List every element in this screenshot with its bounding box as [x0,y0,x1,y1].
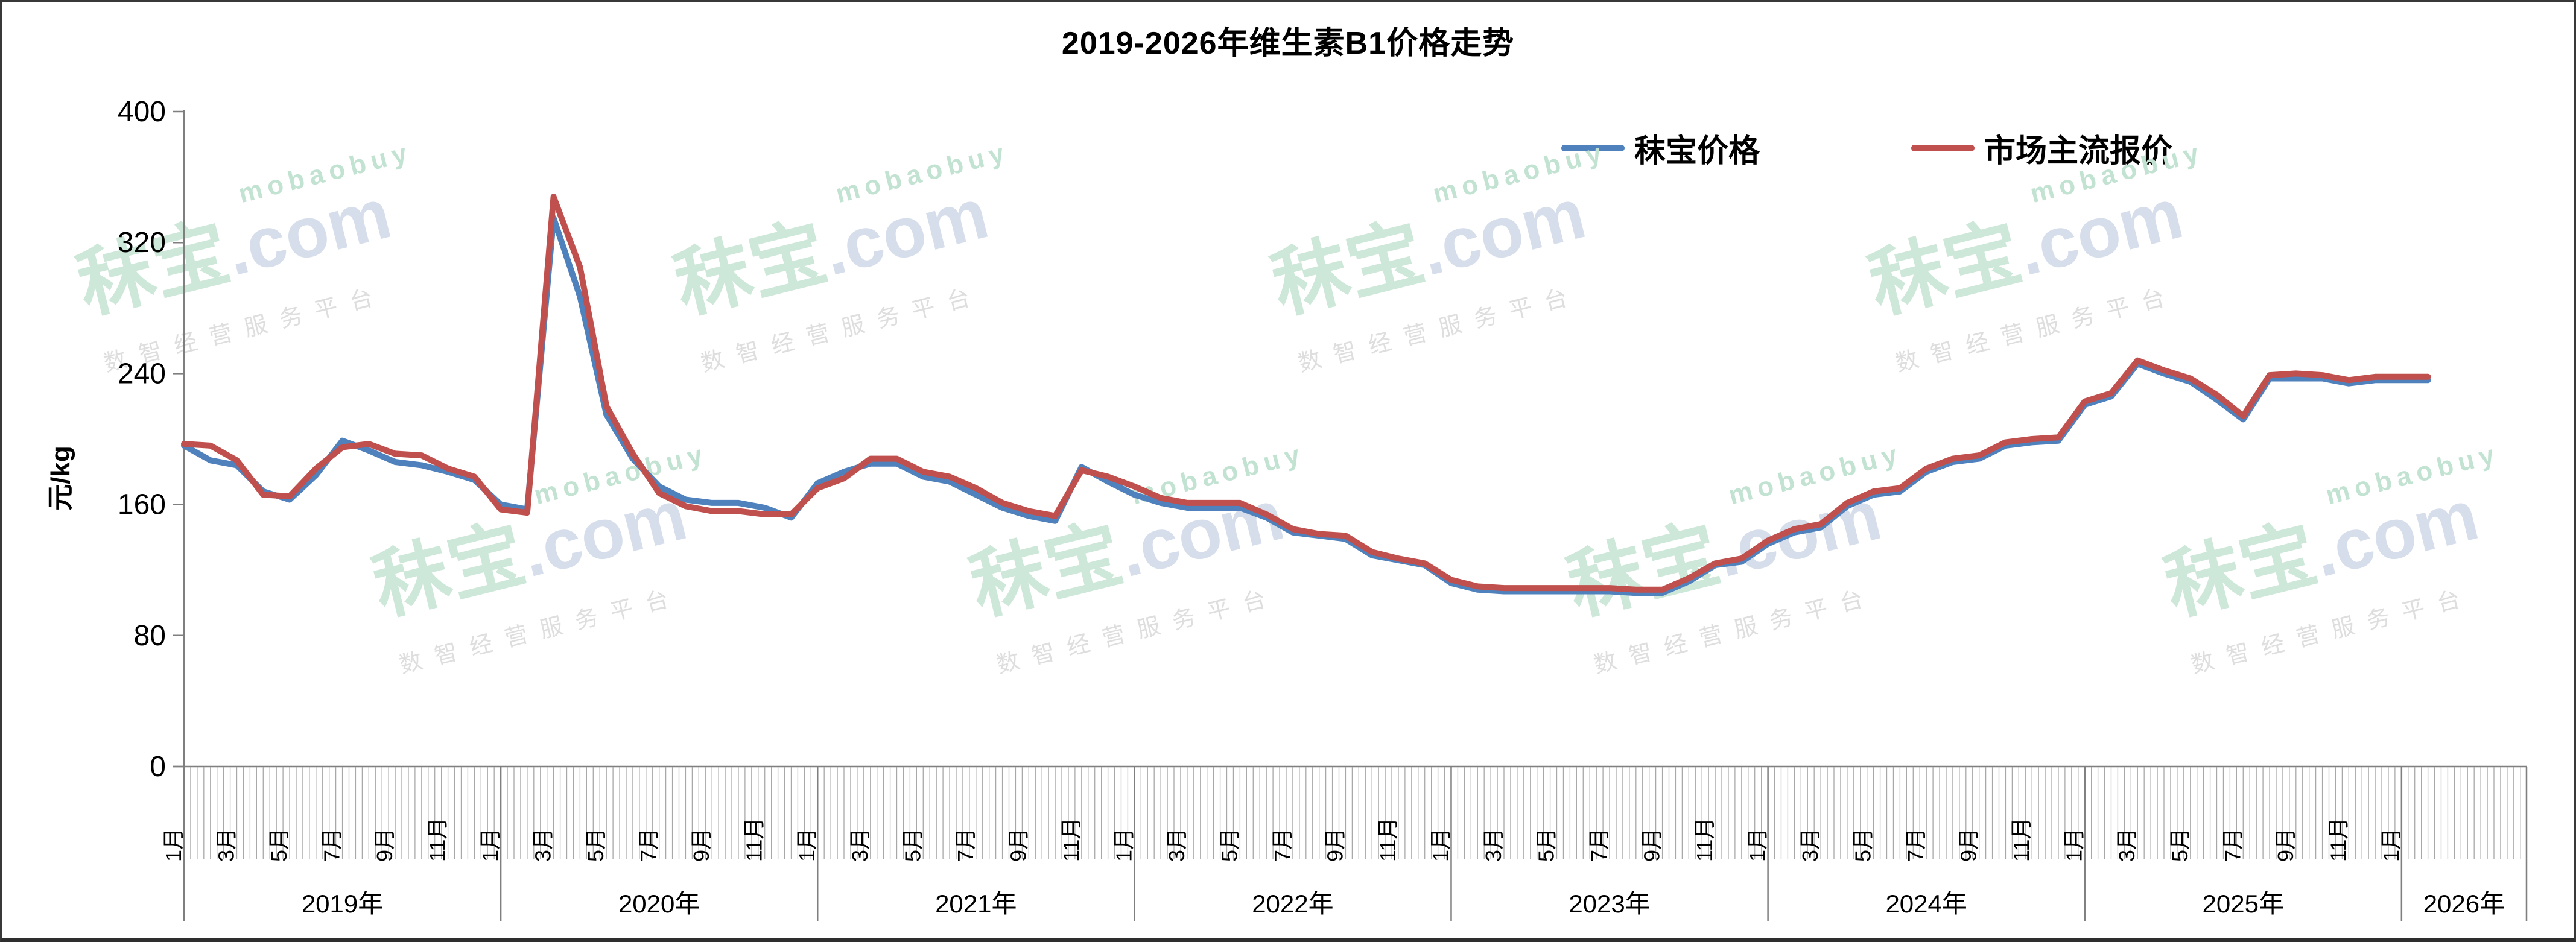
x-axis-tick-comb [183,767,2521,859]
x-axis-month-label: 1月 [478,828,503,862]
x-axis-month-label: 7月 [1903,828,1928,862]
x-axis-month-label: 1月 [795,828,819,862]
x-axis-month-label: 5月 [267,828,291,862]
x-axis-month-label: 7月 [1587,828,1611,862]
y-axis-tick-label: 0 [150,751,166,783]
x-axis-month-label: 7月 [953,828,978,862]
x-axis-year-label: 2025年 [2203,890,2284,918]
x-axis-month-label: 3月 [848,828,872,862]
x-axis-month-label: 9月 [689,828,714,862]
legend-label-market-price: 市场主流报价 [1984,133,2173,169]
x-axis-month-label: 5月 [2168,828,2192,862]
x-axis-month-label: 1月 [161,828,186,862]
x-axis-month-label: 1月 [2062,828,2087,862]
x-axis-month-label: 11月 [2326,818,2350,862]
x-axis-month-label: 5月 [1217,828,1242,862]
x-axis-month-label: 9月 [1640,828,1664,862]
x-axis-year-label: 2021年 [935,890,1017,918]
month-labels: 1月 3月 5月 7月 9月 11月 1月 3月 5月 7月 9月 11月 1月 3月 5月 7月 9月 11月 1… [161,818,2403,862]
x-axis-month-label: 3月 [1798,828,1823,862]
x-axis-year-label: 2023年 [1569,890,1650,918]
x-axis-month-label: 9月 [2273,828,2298,862]
x-axis-month-label: 11月 [1375,818,1400,862]
legend-swatch-mobao-price-line [1561,144,1625,151]
y-axis-tick-label: 400 [118,96,166,128]
x-axis-year-label: 2026年 [2423,890,2505,918]
svg-text:秣宝.com: 秣宝.com [2157,470,2486,630]
legend-swatch-market-price-line [1911,144,1975,151]
x-axis-month-label: 11月 [742,818,767,862]
x-axis-year-label: 2022年 [1252,890,1333,918]
legend-label-mobao-price: 秣宝价格 [1634,133,1760,169]
y-axis-tick-label: 160 [118,489,166,521]
axes: 0 80 160 240 320 400 元/kg 1月 3月 5月 7月 9月 11月 1月 3月 5月 7月… [46,96,2528,921]
x-axis-month-label: 9月 [1956,828,1981,862]
x-axis-month-label: 5月 [1534,828,1559,862]
x-axis-month-label: 1月 [1745,828,1770,862]
y-axis-tick-label: 240 [118,358,166,390]
x-axis-month-label: 3月 [1164,828,1189,862]
x-axis-month-label: 11月 [2009,818,2034,862]
y-axis-tick-label: 320 [118,227,166,259]
x-axis-year-label: 2020年 [618,890,700,918]
x-axis-month-label: 7月 [1270,828,1295,862]
y-axis-tick-label: 80 [134,620,166,652]
x-axis-year-label: 2024年 [1885,890,1967,918]
chart-title: 2019-2026年维生素B1价格走势 [1061,26,1515,61]
legend-item-mobao-price: 秣宝价格 [1561,130,1760,169]
x-axis-month-label: 3月 [2114,828,2139,862]
series-line-market-price [181,194,2431,593]
x-axis-month-label: 9月 [372,828,397,862]
year-band: 2019年 2020年 2021年 2022年 2023年 2024年 2025年 2026年 [183,767,2528,921]
x-axis-month-label: 9月 [1322,828,1347,862]
x-axis-month-label: 3月 [1481,828,1506,862]
x-axis-month-label: 3月 [531,828,556,862]
x-axis-month-label: 9月 [1006,828,1030,862]
x-axis-month-label: 1月 [2379,828,2403,862]
x-axis-month-label: 11月 [1059,818,1083,862]
x-axis-month-label: 7月 [2220,828,2245,862]
x-axis-month-label: 3月 [214,828,239,862]
x-axis-month-label: 5月 [583,828,608,862]
x-axis-month-label: 1月 [1428,828,1453,862]
x-axis-month-label: 7月 [320,828,344,862]
x-axis-month-label: 11月 [1692,818,1717,862]
x-axis-month-label: 5月 [900,828,925,862]
x-axis-month-label: 5月 [1851,828,1876,862]
x-axis-year-label: 2019年 [302,890,383,918]
legend-item-market-price: 市场主流报价 [1911,130,2172,169]
x-axis-month-label: 11月 [425,818,450,862]
x-axis-month-label: 1月 [1111,828,1136,862]
x-axis-month-label: 7月 [636,828,661,862]
y-axis-unit-label: 元/kg [46,446,75,511]
